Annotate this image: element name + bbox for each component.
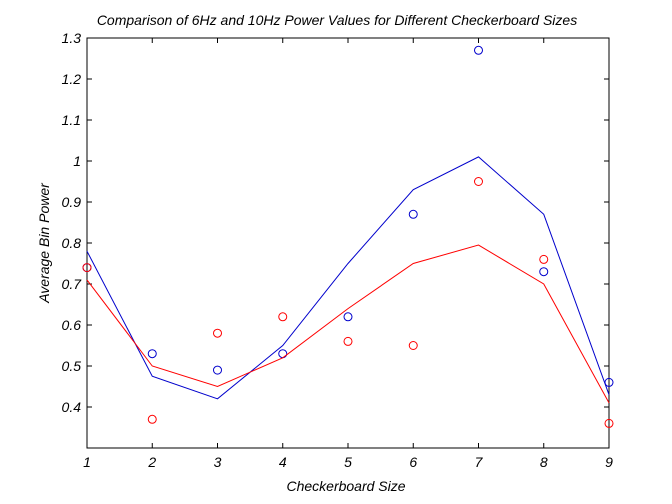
x-axis-label: Checkerboard Size	[286, 478, 405, 494]
plot-frame	[86, 37, 610, 449]
series-0-point	[147, 349, 157, 359]
series-0-point	[539, 267, 549, 277]
x-tick-label: 8	[540, 454, 548, 470]
series-0	[82, 45, 614, 400]
x-tick-label: 5	[344, 454, 352, 470]
y-tick-label: 1.1	[62, 112, 81, 128]
x-tick-label: 1	[83, 454, 91, 470]
y-tick-label: 1.3	[62, 30, 82, 46]
y-tick-label: 0.9	[62, 194, 82, 210]
y-axis-label: Average Bin Power	[36, 182, 52, 304]
x-tick-label: 4	[279, 454, 287, 470]
series-1-point	[278, 312, 288, 322]
x-tick-label: 9	[605, 454, 613, 470]
series-1-point	[147, 414, 157, 424]
series-1-point	[213, 328, 222, 338]
series-1-fit-line	[86, 244, 610, 404]
series-1-point	[604, 418, 614, 428]
y-tick-label: 0.5	[62, 358, 82, 374]
x-tick-label: 3	[214, 454, 222, 470]
x-tick-label: 7	[475, 454, 484, 470]
y-tick-label: 0.7	[62, 276, 83, 292]
series-0-point	[604, 377, 614, 387]
y-tick-label: 1	[73, 153, 81, 169]
series-0-point	[408, 209, 418, 219]
series-0-point	[213, 365, 222, 375]
x-tick-label: 2	[147, 454, 156, 470]
y-tick-label: 0.6	[62, 317, 82, 333]
series-0-point	[474, 45, 483, 55]
y-tick-label: 0.8	[62, 235, 82, 251]
axis-ticks: 1 2 3 4 5 6 7 8 9 0.4 0.5 0.6 0.7 0.8 0.9 1 1.1 1.2 1.3	[62, 30, 614, 470]
series-0-fit-line	[86, 156, 610, 400]
series-1-point	[539, 254, 549, 264]
series-1-point	[474, 177, 483, 186]
series-0-point	[343, 312, 353, 322]
series-1	[82, 177, 614, 428]
series-0-point	[278, 349, 288, 359]
y-tick-label: 0.4	[62, 399, 82, 415]
series-1-point	[343, 336, 353, 346]
series-1-point	[82, 263, 92, 273]
x-tick-label: 6	[409, 454, 417, 470]
series-1-point	[408, 341, 418, 350]
chart-title: Comparison of 6Hz and 10Hz Power Values …	[97, 12, 577, 28]
series-layer	[82, 45, 614, 428]
y-tick-label: 1.2	[62, 71, 82, 87]
